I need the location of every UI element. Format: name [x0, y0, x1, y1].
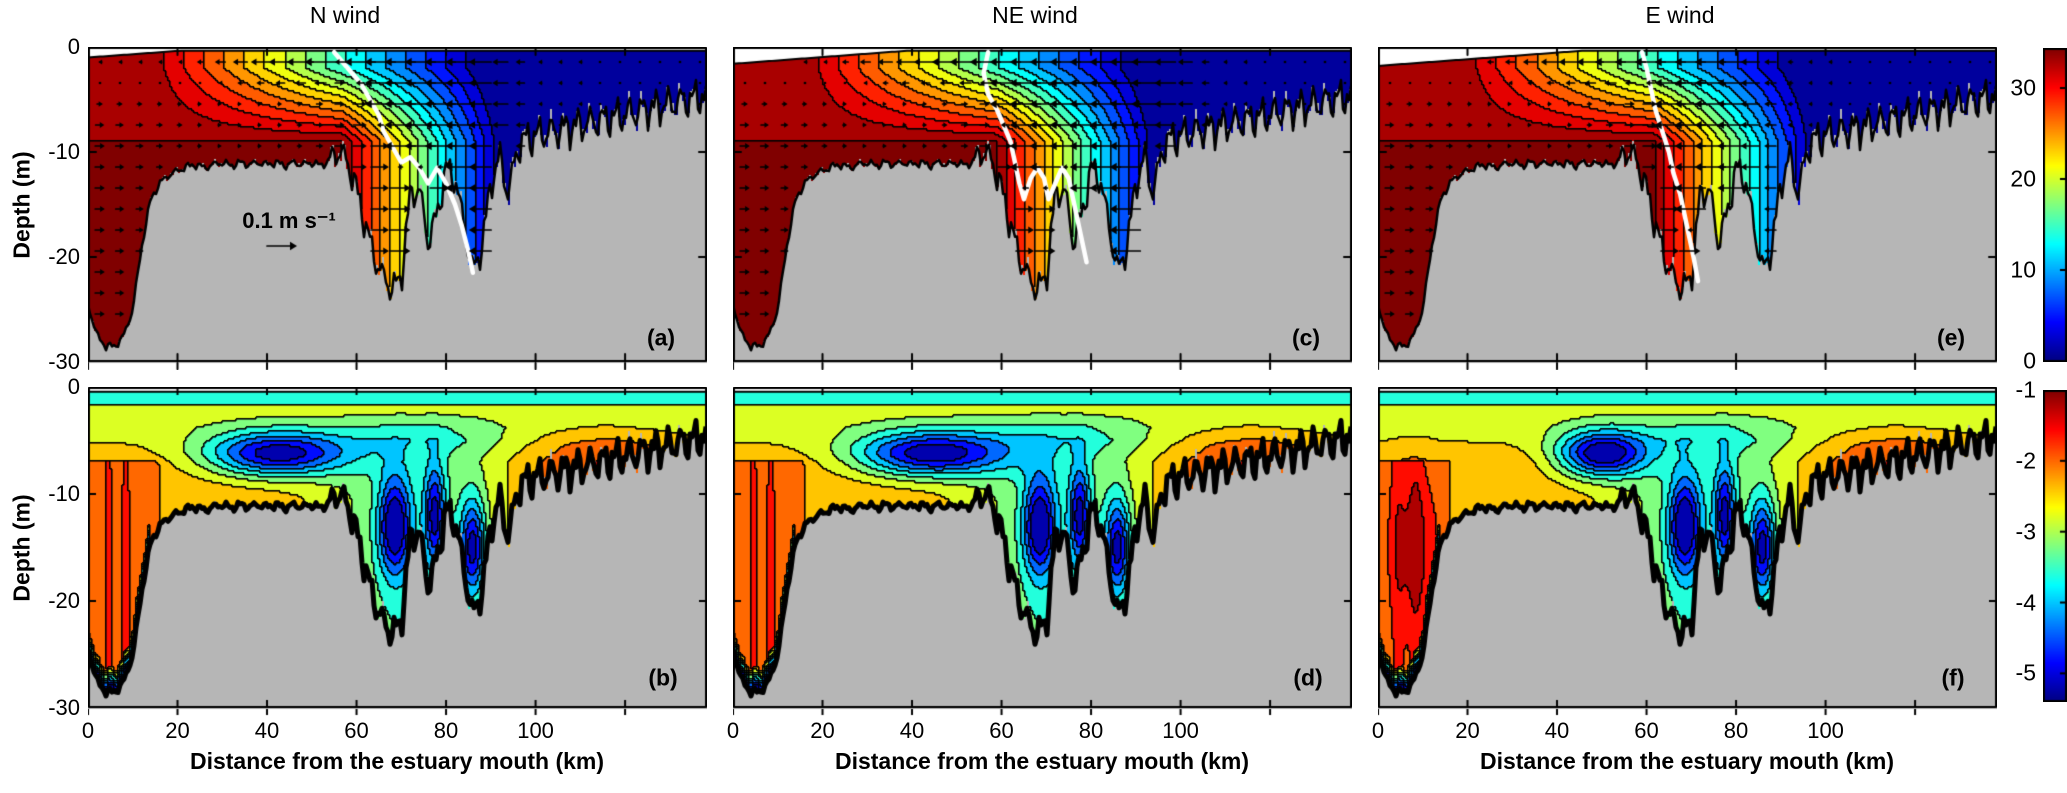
- x-tick-label: 80: [433, 718, 459, 743]
- colorbar-top-tick-label: 10: [2010, 256, 2036, 283]
- y-tick-label-bottom: 0: [67, 374, 80, 399]
- x-tick-label: 0: [726, 718, 740, 743]
- x-tick-label: 60: [1634, 718, 1659, 743]
- panel-letter-a: (a): [646, 324, 676, 351]
- y-tick-label-top: -20: [48, 244, 80, 269]
- panel-e-salinity-section: [1378, 47, 1997, 370]
- velocity-scale-label: 0.1 m s⁻¹: [242, 208, 336, 233]
- x-tick-label: 80: [1078, 718, 1104, 743]
- panel-d-mixing-section: [733, 387, 1352, 716]
- y-tick-label-top: -10: [48, 139, 80, 164]
- panel-letter-e: (e): [1936, 324, 1966, 351]
- colorbar-top-tick-label: 30: [2010, 74, 2036, 101]
- colorbar-bottom-tick-label: -1: [2015, 376, 2036, 403]
- panel-letter-d: (d): [1293, 664, 1323, 691]
- panel-f-mixing-section: [1378, 387, 1997, 716]
- x-tick-label: 40: [1544, 718, 1570, 743]
- colorbar-top-tick-label: 0: [2023, 347, 2036, 374]
- y-tick-label-bottom: -20: [48, 588, 80, 613]
- panel-b-mixing-section: [88, 387, 707, 716]
- x-tick-label: 20: [810, 718, 835, 743]
- y-tick-label-bottom: -30: [48, 695, 80, 720]
- colorbar-bottom-tick-label: -4: [2015, 589, 2036, 616]
- x-tick-label: 0: [1371, 718, 1385, 743]
- y-tick-label-top: 0: [67, 34, 80, 59]
- x-tick-label: 40: [899, 718, 925, 743]
- colorbar-salinity: [2043, 48, 2067, 362]
- x-axis-label-col1: Distance from the estuary mouth (km): [189, 748, 605, 774]
- panel-letter-b: (b): [648, 664, 678, 691]
- y-tick-label-top: -30: [48, 349, 80, 374]
- panel-c-salinity-section: [733, 47, 1352, 370]
- colorbar-bottom-tick-label: -3: [2015, 518, 2036, 545]
- column-title-e-wind: E wind: [1645, 2, 1715, 28]
- x-tick-label: 20: [165, 718, 190, 743]
- colorbar-bottom-tick-label: -2: [2015, 447, 2036, 474]
- x-tick-label: 20: [1455, 718, 1480, 743]
- x-tick-label: 0: [81, 718, 95, 743]
- colorbar-top-tick-label: 20: [2010, 165, 2036, 192]
- x-tick-label: 100: [1807, 718, 1844, 743]
- colorbar-mixing: [2043, 390, 2067, 702]
- panel-letter-f: (f): [1941, 664, 1965, 691]
- y-tick-label-bottom: -10: [48, 481, 80, 506]
- x-tick-label: 80: [1723, 718, 1749, 743]
- x-tick-label: 60: [989, 718, 1014, 743]
- y-axis-label-top-row: Depth (m): [8, 151, 35, 259]
- x-tick-label: 100: [1162, 718, 1199, 743]
- x-tick-label: 100: [517, 718, 554, 743]
- colorbar-bottom-tick-label: -5: [2015, 659, 2036, 686]
- x-axis-label-col3: Distance from the estuary mouth (km): [1479, 748, 1895, 774]
- panel-a-salinity-section: [88, 47, 707, 370]
- panel-letter-c: (c): [1291, 324, 1321, 351]
- y-axis-label-bottom-row: Depth (m): [8, 494, 35, 602]
- column-title-n-wind: N wind: [309, 2, 381, 28]
- x-tick-label: 60: [344, 718, 369, 743]
- column-title-ne-wind: NE wind: [992, 2, 1078, 28]
- x-tick-label: 40: [254, 718, 280, 743]
- x-axis-label-col2: Distance from the estuary mouth (km): [834, 748, 1250, 774]
